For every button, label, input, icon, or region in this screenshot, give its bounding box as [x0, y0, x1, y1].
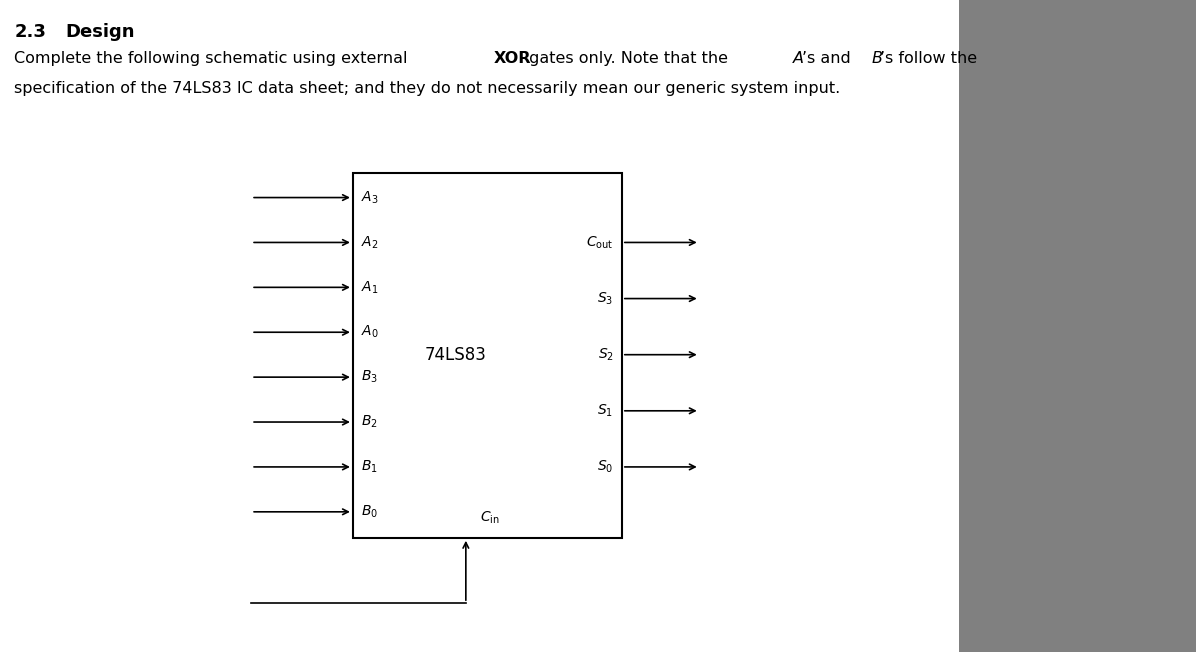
Text: $A_1$: $A_1$ [361, 279, 379, 295]
Text: $S_3$: $S_3$ [597, 290, 614, 307]
Text: ’s follow the: ’s follow the [880, 51, 977, 66]
Text: $S_2$: $S_2$ [598, 346, 614, 363]
Text: Complete the following schematic using external: Complete the following schematic using e… [14, 51, 413, 66]
Text: specification of the 74LS83 IC data sheet; and they do not necessarily mean our : specification of the 74LS83 IC data shee… [14, 81, 841, 96]
Bar [959, 0, 1196, 652]
Text: ’s and: ’s and [801, 51, 855, 66]
Text: $B_2$: $B_2$ [361, 414, 378, 430]
Text: B: B [872, 51, 883, 66]
Text: $A_3$: $A_3$ [361, 189, 379, 206]
Text: 2.3: 2.3 [14, 23, 47, 41]
Text: 74LS83: 74LS83 [425, 346, 486, 364]
Text: XOR: XOR [494, 51, 531, 66]
Text: $C_{\mathrm{out}}$: $C_{\mathrm{out}}$ [586, 234, 614, 250]
Text: $A_0$: $A_0$ [361, 324, 379, 340]
Text: $S_1$: $S_1$ [598, 402, 614, 419]
Text: gates only. Note that the: gates only. Note that the [524, 51, 733, 66]
Text: $C_{\mathrm{in}}$: $C_{\mathrm{in}}$ [480, 510, 500, 526]
Text: $S_0$: $S_0$ [597, 459, 614, 475]
Text: $B_3$: $B_3$ [361, 369, 378, 385]
Text: $A_2$: $A_2$ [361, 234, 379, 250]
Text: $B_1$: $B_1$ [361, 459, 378, 475]
Text: A: A [793, 51, 804, 66]
Text: Design: Design [66, 23, 135, 41]
Text: $B_0$: $B_0$ [361, 503, 378, 520]
Bar [353, 173, 622, 538]
